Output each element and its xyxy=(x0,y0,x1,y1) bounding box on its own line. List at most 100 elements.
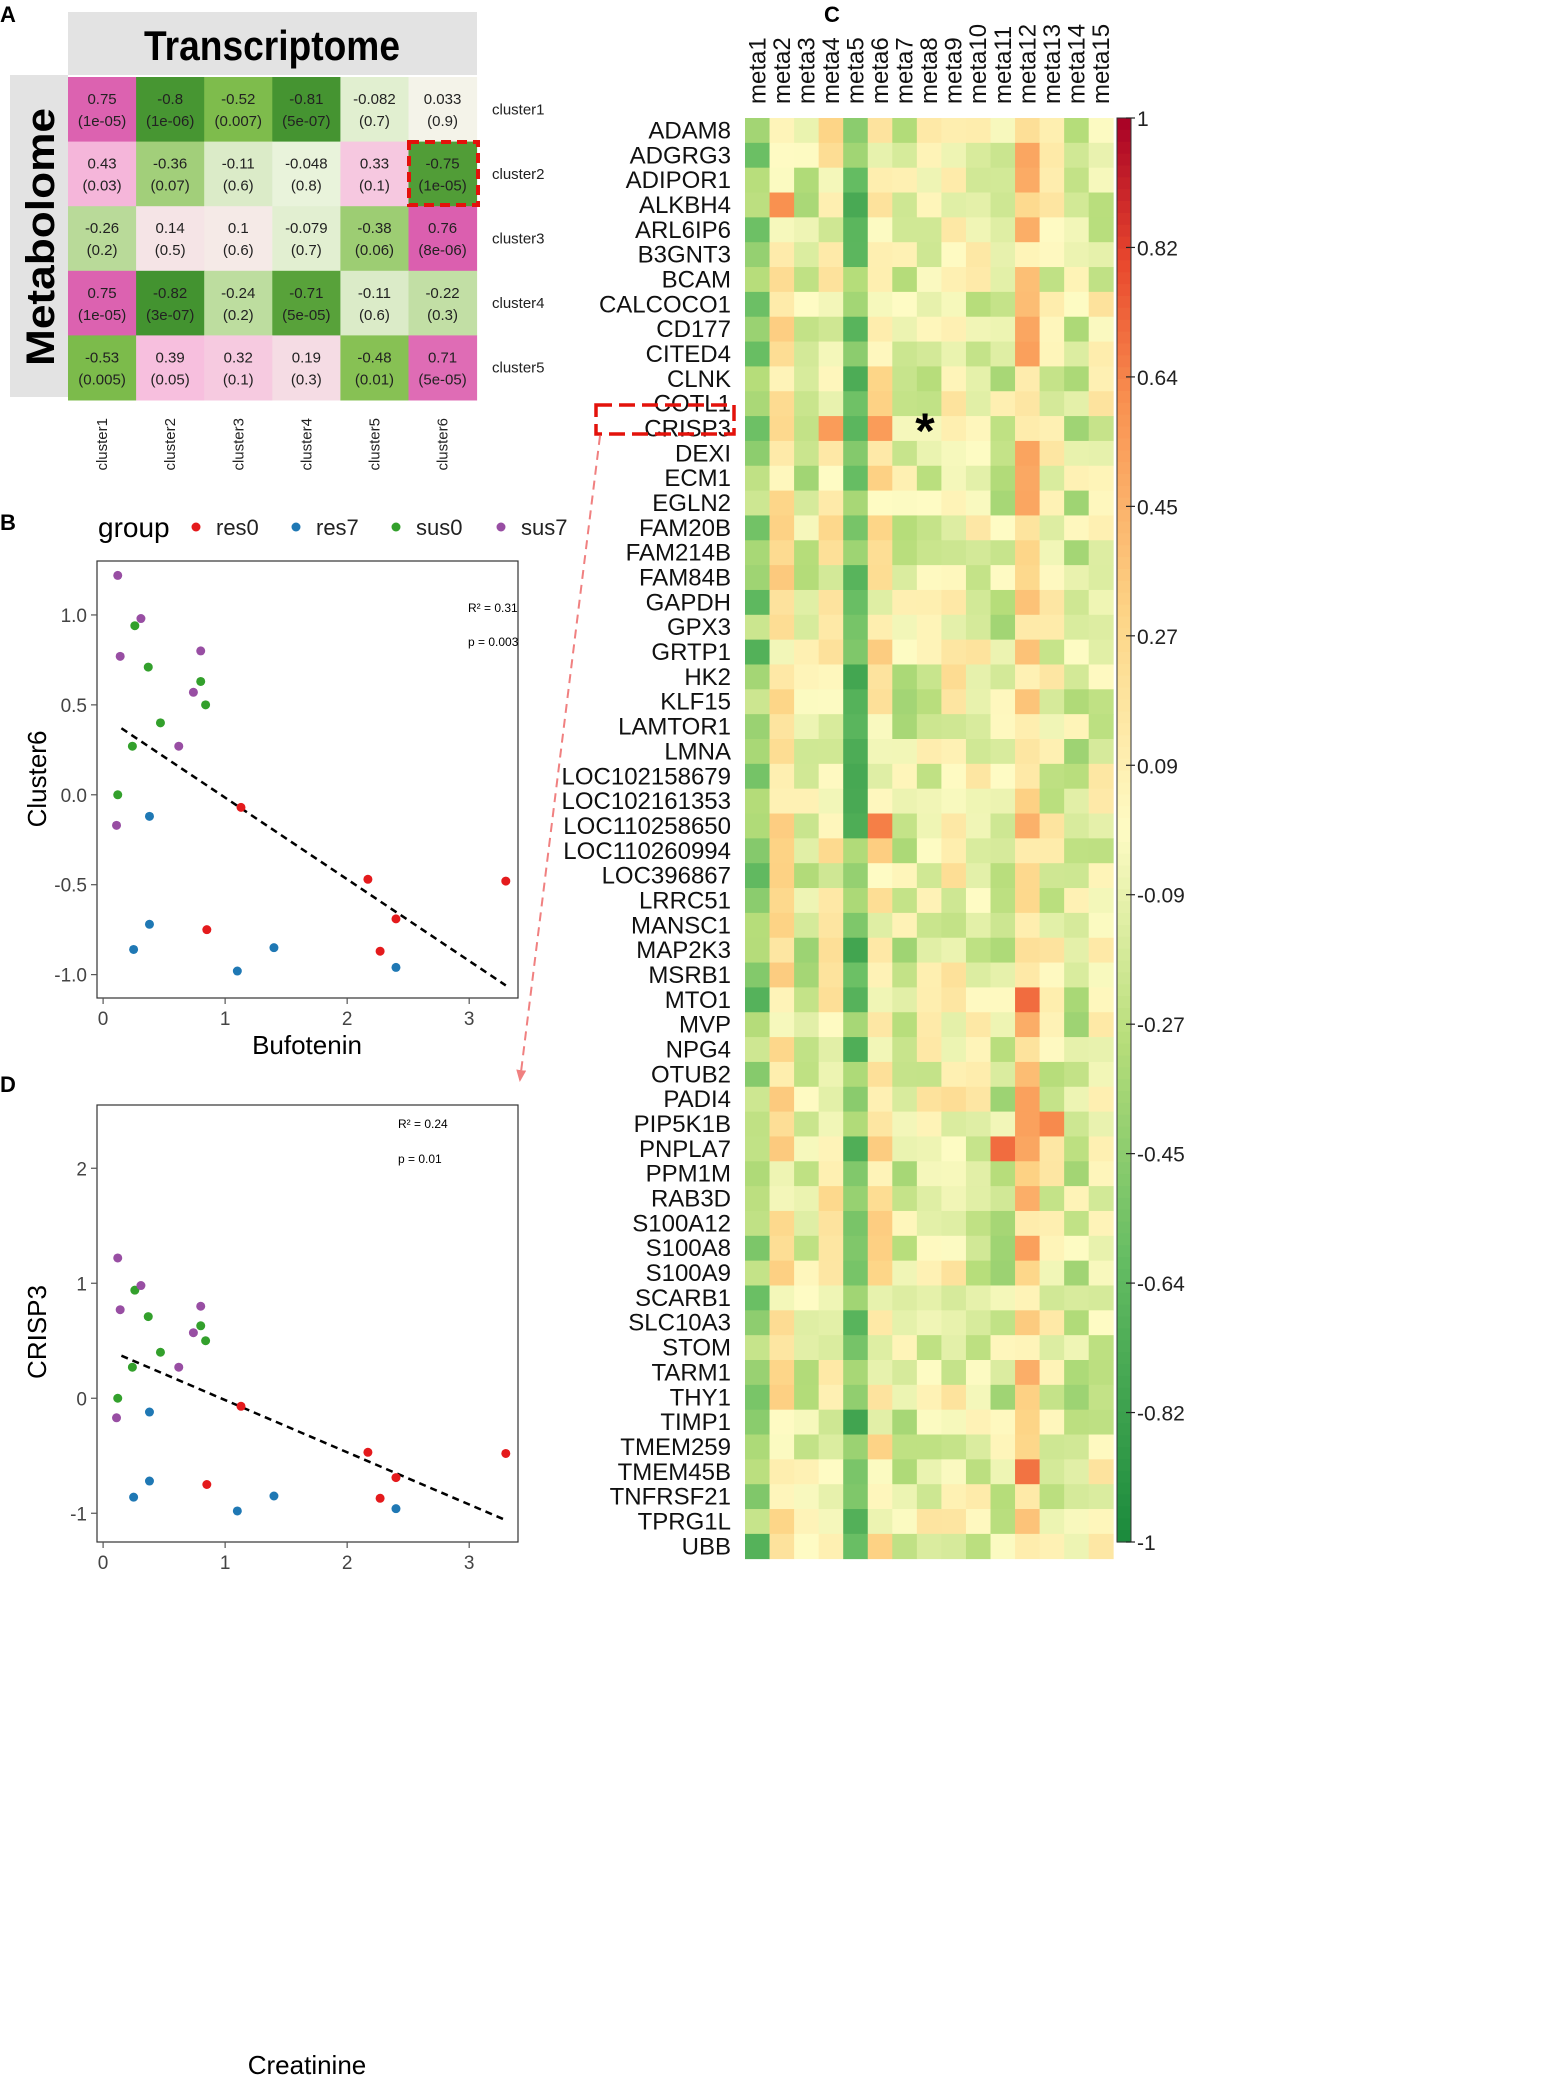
heatmap-cell xyxy=(1088,1509,1114,1535)
heatmap-cell xyxy=(818,1136,844,1162)
gene-label: LOC110260994 xyxy=(563,838,731,865)
gene-label: S100A12 xyxy=(632,1210,731,1237)
point-sus7 xyxy=(136,614,146,624)
heatmap-cell xyxy=(1039,366,1065,392)
colorbar-segment xyxy=(1117,1257,1131,1270)
heatmap-cell xyxy=(794,1335,820,1361)
colorbar-segment xyxy=(1117,201,1131,214)
heatmap-cell xyxy=(340,141,409,207)
heatmap-cell xyxy=(941,714,967,740)
heatmap-cell xyxy=(965,1285,991,1311)
heatmap-cell xyxy=(1064,763,1090,790)
gene-label: MAP2K3 xyxy=(636,937,731,964)
heatmap-cell xyxy=(941,888,967,914)
colorbar-segment xyxy=(1117,699,1131,712)
colorbar-segment xyxy=(1117,913,1131,926)
heatmap-cell xyxy=(867,589,893,616)
heatmap-cell xyxy=(794,1360,820,1386)
heatmap-cell xyxy=(818,912,844,939)
heatmap-cell xyxy=(794,1509,820,1535)
heatmap-cell xyxy=(892,639,918,665)
heatmap-cell xyxy=(818,664,844,690)
heatmap-cell xyxy=(965,1186,991,1212)
heatmap-cell xyxy=(68,77,137,143)
heatmap-cell xyxy=(745,242,770,268)
heatmap-cell xyxy=(892,416,918,442)
colorbar-segment xyxy=(1117,830,1131,843)
heatmap-cell xyxy=(1088,1111,1114,1137)
heatmap-cell xyxy=(1064,440,1090,467)
colorbar-segment xyxy=(1117,782,1131,795)
heatmap-cell xyxy=(843,788,869,814)
heatmap-cell xyxy=(1088,1161,1114,1187)
heatmap-cell xyxy=(769,614,795,641)
meta-label: meta1 xyxy=(744,37,771,104)
heatmap-cell xyxy=(204,270,273,336)
heatmap-cell xyxy=(941,1161,967,1187)
heatmap-cell xyxy=(941,1285,967,1311)
heatmap-cell xyxy=(818,1111,844,1137)
heatmap-cell xyxy=(990,1037,1016,1063)
gene-label: CD177 xyxy=(656,316,731,343)
colorbar-segment xyxy=(1117,960,1131,973)
heatmap-cell xyxy=(1088,1409,1114,1435)
heatmap-cell xyxy=(916,1484,942,1510)
panel-d-p: p = 0.01 xyxy=(398,1152,442,1166)
heatmap-cell xyxy=(1039,1384,1065,1411)
heatmap-cell xyxy=(1064,1186,1090,1212)
cell-pvalue: (0.8) xyxy=(291,178,322,195)
heatmap-cell xyxy=(408,77,478,143)
panel-c-column-labels: meta1meta2meta3meta4meta5meta6meta7meta8… xyxy=(744,24,1115,104)
heatmap-cell xyxy=(769,1086,795,1112)
heatmap-cell xyxy=(769,267,795,293)
panel-d-r2: R² = 0.24 xyxy=(398,1117,448,1131)
gene-label: CLNK xyxy=(667,366,731,393)
heatmap-cell xyxy=(965,813,991,839)
panel-b-xlabel: Bufotenin xyxy=(252,1030,362,1060)
heatmap-cell xyxy=(1088,1434,1114,1460)
heatmap-cell xyxy=(843,267,869,293)
heatmap-cell xyxy=(1088,192,1114,218)
heatmap-cell xyxy=(136,206,205,272)
heatmap-cell xyxy=(892,788,918,814)
colorbar-segment xyxy=(1117,770,1131,784)
colorbar-segment xyxy=(1117,1162,1131,1175)
heatmap-cell xyxy=(769,465,795,491)
heatmap-cell xyxy=(1015,565,1040,591)
heatmap-cell xyxy=(867,1235,893,1262)
gene-label: PNPLA7 xyxy=(639,1136,731,1163)
heatmap-cell xyxy=(818,962,844,988)
heatmap-cell xyxy=(965,291,991,318)
heatmap-cell xyxy=(892,962,918,988)
heatmap-cell xyxy=(1088,1533,1114,1560)
colorbar-segment xyxy=(1117,652,1131,665)
heatmap-cell xyxy=(916,888,942,914)
heatmap-cell xyxy=(1088,316,1114,342)
gene-label: HK2 xyxy=(684,664,731,691)
heatmap-cell xyxy=(867,1161,893,1187)
heatmap-cell xyxy=(745,515,770,541)
heatmap-cell xyxy=(867,341,893,367)
colorbar-segment xyxy=(1117,414,1131,428)
heatmap-cell xyxy=(867,912,893,939)
heatmap-cell xyxy=(745,1459,770,1485)
heatmap-cell xyxy=(965,366,991,392)
heatmap-cell xyxy=(745,1161,770,1187)
heatmap-cell xyxy=(1039,540,1065,566)
heatmap-cell xyxy=(941,962,967,988)
heatmap-cell xyxy=(745,987,770,1013)
cell-correlation: 0.32 xyxy=(224,349,253,366)
point-sus7 xyxy=(113,570,123,580)
heatmap-cell xyxy=(272,335,341,401)
heatmap-cell xyxy=(941,739,967,765)
meta-label: meta7 xyxy=(892,37,919,104)
point-res0 xyxy=(363,874,373,884)
heatmap-cell xyxy=(1064,242,1090,268)
heatmap-cell xyxy=(941,316,967,342)
cell-pvalue: (0.6) xyxy=(223,178,254,195)
heatmap-cell xyxy=(1015,639,1040,665)
heatmap-cell xyxy=(892,267,918,293)
heatmap-cell xyxy=(867,888,893,914)
heatmap-cell xyxy=(794,639,820,665)
heatmap-cell xyxy=(1015,1037,1040,1063)
